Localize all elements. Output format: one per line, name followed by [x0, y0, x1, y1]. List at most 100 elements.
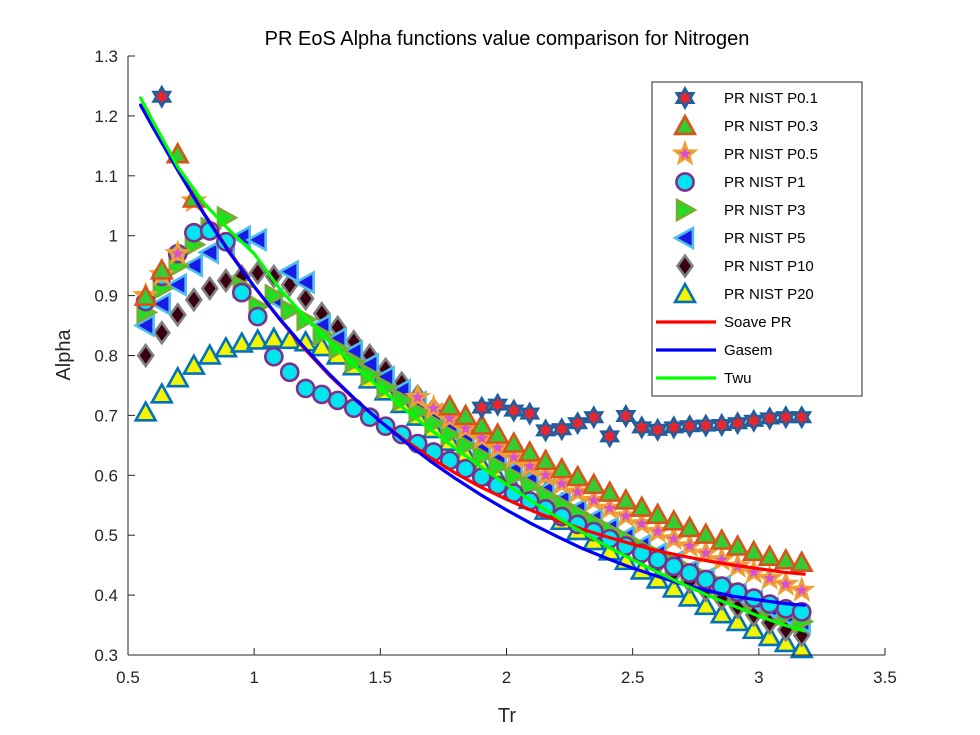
chart-title: PR EoS Alpha functions value comparison …	[265, 28, 750, 50]
legend-item: PR NIST P3	[675, 197, 805, 223]
data-point	[452, 414, 480, 440]
data-point	[533, 448, 558, 471]
data-point	[520, 473, 543, 499]
data-point	[581, 472, 606, 495]
data-point	[692, 539, 720, 565]
data-point	[756, 564, 784, 590]
legend-item: Soave PR	[656, 314, 792, 331]
data-point	[245, 327, 270, 350]
data-point	[504, 464, 527, 489]
legend-item: PR NIST P1	[675, 172, 805, 192]
data-point	[647, 549, 668, 570]
data-point	[661, 508, 686, 531]
axes: 0.5 1 1.5 2 2.5 3 3.5 0.3 0.4 0.5 0.6 0.7 0.8 0.9 1 1.1…	[94, 47, 896, 687]
legend-label: PR NIST P0.3	[724, 118, 818, 135]
legend-swatch	[675, 172, 695, 192]
data-point	[133, 313, 155, 338]
data-point	[741, 617, 766, 640]
data-point	[248, 260, 267, 286]
data-point	[567, 411, 589, 436]
series-line-gasem	[139, 103, 806, 607]
y-tick-label: 1.1	[94, 167, 118, 186]
data-point	[517, 439, 542, 462]
legend-label: PR NIST P20	[724, 286, 814, 303]
legend-swatch	[672, 113, 698, 136]
data-point	[404, 383, 432, 409]
legend-label: PR NIST P3	[724, 202, 805, 219]
data-point	[661, 575, 686, 598]
y-tick-label: 0.9	[94, 287, 118, 306]
x-tick-label: 3.5	[873, 668, 897, 687]
data-point	[165, 272, 187, 297]
legend-swatch	[674, 85, 696, 111]
data-point	[709, 528, 734, 550]
data-point	[484, 433, 512, 460]
data-point	[247, 306, 268, 327]
series-layer	[132, 84, 816, 659]
data-point	[788, 576, 816, 602]
data-point	[279, 362, 300, 383]
data-point	[757, 624, 782, 647]
data-point	[184, 222, 204, 243]
data-point	[261, 326, 286, 348]
data-point	[245, 227, 267, 253]
legend-item: Twu	[656, 370, 752, 387]
legend-swatch	[671, 139, 699, 166]
data-point	[264, 283, 287, 308]
data-point	[197, 240, 219, 265]
data-point	[488, 454, 511, 479]
data-point	[456, 433, 479, 458]
legend-label: PR NIST P1	[724, 174, 805, 191]
legend-item: PR NIST P0.1	[674, 85, 818, 111]
data-point	[709, 601, 734, 624]
data-point	[693, 522, 718, 544]
data-point	[613, 487, 638, 510]
data-point	[231, 282, 252, 303]
data-point	[133, 399, 158, 422]
data-point	[503, 398, 525, 423]
data-point	[468, 424, 496, 450]
data-point	[311, 384, 332, 405]
data-point	[597, 480, 622, 502]
data-point	[327, 390, 348, 411]
x-axis-title: Tr	[498, 705, 516, 727]
data-point	[773, 547, 798, 570]
data-point	[133, 284, 158, 307]
legend-item: PR NIST P0.5	[671, 139, 818, 166]
x-tick-label: 2.5	[621, 668, 645, 687]
legend-swatch	[672, 225, 695, 251]
x-tick-label: 1	[249, 668, 258, 687]
legend-item: PR NIST P20	[672, 281, 814, 304]
data-point	[519, 401, 541, 426]
data-point	[200, 275, 219, 301]
y-tick-label: 1.3	[94, 47, 118, 66]
data-point	[532, 461, 560, 487]
data-point	[229, 330, 254, 353]
data-point	[216, 268, 235, 294]
data-point	[197, 342, 222, 365]
x-tick-label: 2	[502, 668, 511, 687]
data-point	[629, 495, 654, 517]
y-axis-title: Alpha	[53, 329, 75, 381]
data-point	[791, 405, 813, 430]
y-tick-label: 0.6	[94, 466, 118, 485]
data-point	[663, 556, 684, 577]
legend-swatch	[675, 253, 695, 279]
legend-item: PR NIST P0.3	[672, 113, 818, 136]
y-tick-label: 1.2	[94, 107, 118, 126]
y-tick-label: 0.3	[94, 646, 118, 665]
data-point	[151, 84, 173, 109]
data-point	[136, 342, 155, 369]
legend-label: PR NIST P0.5	[724, 146, 818, 163]
data-point	[280, 298, 303, 323]
data-point	[741, 539, 766, 562]
data-point	[149, 257, 174, 280]
legend-swatch	[672, 281, 698, 304]
data-point	[759, 594, 780, 614]
data-point	[725, 534, 750, 556]
data-point	[149, 291, 172, 317]
data-point	[181, 253, 204, 278]
data-point	[583, 405, 605, 430]
data-point	[296, 286, 315, 312]
